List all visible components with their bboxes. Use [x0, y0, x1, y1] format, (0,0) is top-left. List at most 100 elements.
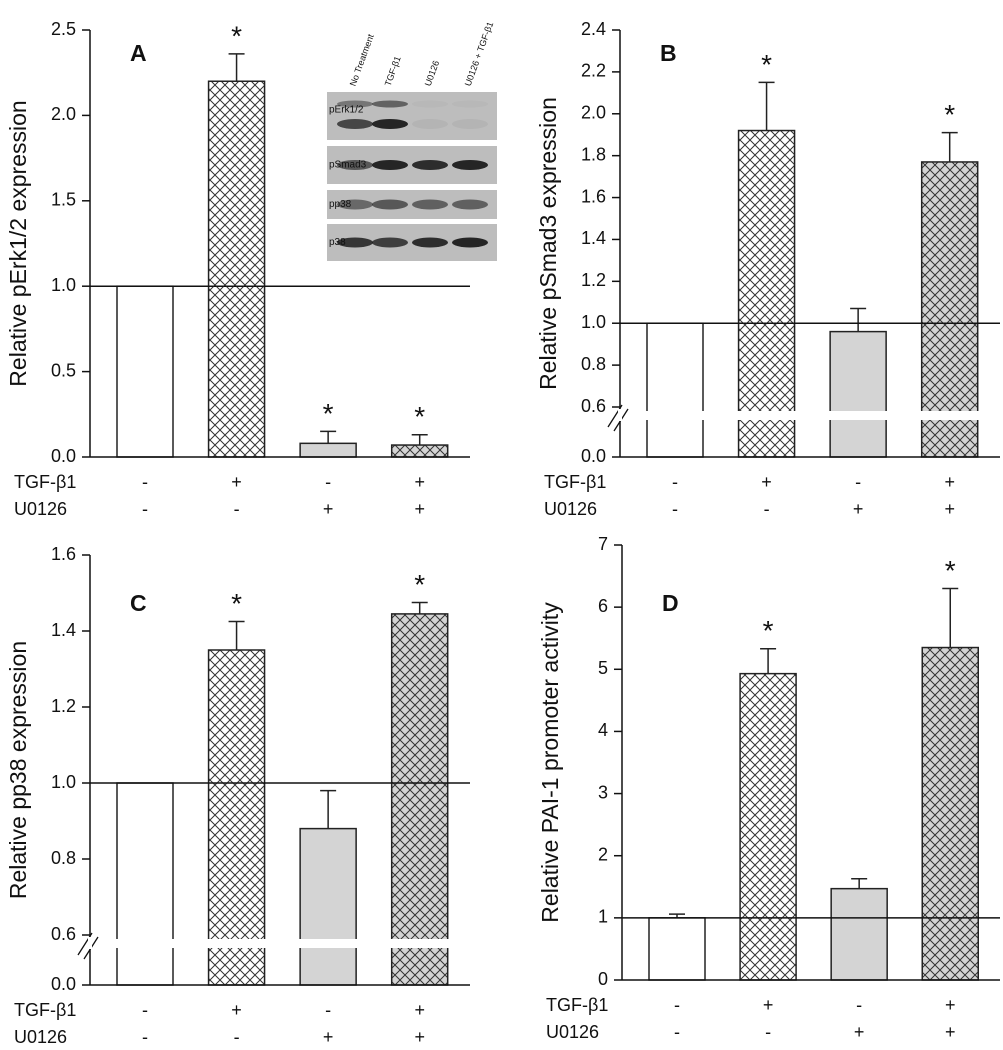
axis-break [88, 937, 92, 949]
condition-value: - [142, 1027, 148, 1047]
condition-value: - [142, 472, 148, 492]
blot-row-label: pSmad3 [329, 160, 367, 171]
y-tick-label: 2.0 [581, 103, 606, 123]
significance-star: * [944, 99, 955, 130]
y-tick-label: 0.6 [51, 924, 76, 944]
y-tick-label: 2.5 [51, 19, 76, 39]
condition-value: + [763, 995, 774, 1015]
y-tick-label: 1.6 [51, 544, 76, 564]
y-tick-label: 6 [598, 596, 608, 616]
y-tick-label: 7 [598, 534, 608, 554]
blot-band [337, 100, 373, 108]
condition-name: U0126 [544, 499, 597, 519]
condition-name: TGF-β1 [544, 472, 606, 492]
y-tick-label: 4 [598, 720, 608, 740]
y-tick-label: 1.6 [581, 186, 606, 206]
significance-star: * [763, 615, 774, 646]
condition-value: - [142, 499, 148, 519]
blot-band [452, 101, 488, 108]
condition-value: + [414, 1027, 425, 1047]
blot-band [372, 100, 408, 108]
y-tick-label: 1.2 [51, 696, 76, 716]
y-axis-label: Relative PAI-1 promoter activity [537, 602, 563, 923]
bar [207, 649, 266, 986]
bar [646, 322, 704, 458]
blot-band [412, 119, 448, 129]
y-tick-label: 0.0 [51, 446, 76, 466]
condition-name: U0126 [546, 1022, 599, 1042]
blot-band [412, 237, 448, 248]
condition-value: - [142, 1000, 148, 1020]
bar [830, 887, 888, 981]
condition-value: + [945, 995, 956, 1015]
axis-break [92, 939, 472, 948]
condition-value: + [231, 472, 242, 492]
y-tick-label: 1.0 [51, 275, 76, 295]
blot-strip [327, 92, 497, 140]
axis-break [618, 409, 622, 421]
y-axis-label: Relative pp38 expression [5, 641, 31, 899]
condition-value: - [764, 499, 770, 519]
blot-column-label: U0126 [423, 59, 441, 87]
condition-value: - [672, 472, 678, 492]
condition-value: + [944, 499, 955, 519]
y-tick-label: 1.4 [581, 228, 606, 248]
bar [920, 161, 979, 458]
significance-star: * [761, 49, 772, 80]
bar [737, 129, 796, 458]
significance-star: * [231, 20, 242, 51]
error-bar [850, 307, 867, 332]
condition-value: + [414, 472, 425, 492]
error-bar [941, 131, 958, 162]
condition-value: + [323, 499, 334, 519]
error-bar [758, 81, 775, 131]
y-tick-label: 0.0 [581, 446, 606, 466]
y-tick-label: 1.0 [581, 312, 606, 332]
bar [207, 80, 266, 458]
condition-value: + [944, 472, 955, 492]
error-bar [851, 877, 868, 889]
y-tick-label: 3 [598, 782, 608, 802]
blot-band [372, 199, 408, 210]
panel: 0.0 0.5 1.0 1.5 2.0 2.5 Relative pErk1/2 expre… [5, 19, 497, 519]
y-tick-label: 0.5 [51, 360, 76, 380]
condition-value: - [674, 995, 680, 1015]
error-bar [320, 430, 337, 444]
significance-star: * [231, 588, 242, 619]
blot-row-label: pp38 [329, 199, 352, 210]
blot-band [372, 237, 408, 248]
condition-value: - [325, 472, 331, 492]
condition-value: + [853, 499, 864, 519]
y-tick-label: 1.0 [51, 772, 76, 792]
panel-label: B [660, 40, 677, 66]
condition-value: + [414, 499, 425, 519]
y-tick-label: 1 [598, 907, 608, 927]
panel: 0.0 0.6 0.8 1.0 1.2 1.4 1.6 1.8 2.0 2.2 2.4 Relativ… [535, 19, 1002, 519]
significance-star: * [414, 401, 425, 432]
blot-band [337, 199, 373, 210]
panel-label: C [130, 590, 147, 616]
error-bar [228, 620, 245, 650]
y-tick-label: 0.8 [51, 848, 76, 868]
condition-name: TGF-β1 [14, 472, 76, 492]
y-tick-label: 1.8 [581, 144, 606, 164]
y-tick-label: 1.5 [51, 190, 76, 210]
condition-value: - [856, 995, 862, 1015]
axis-break [622, 411, 1002, 420]
blot-band [337, 237, 373, 248]
condition-value: + [231, 1000, 242, 1020]
blot-column-label: U0126 + TGF-β1 [463, 20, 496, 87]
condition-value: + [323, 1027, 334, 1047]
bar [390, 444, 449, 458]
condition-value: - [674, 1022, 680, 1042]
y-tick-label: 2 [598, 844, 608, 864]
blot-band [412, 199, 448, 210]
error-bar [411, 434, 428, 446]
blot-band [337, 119, 373, 129]
y-tick-label: 0.8 [581, 354, 606, 374]
blot-band [372, 119, 408, 129]
panel: 0 1 2 3 4 5 6 7 Relative PAI-1 promoter activity… [537, 534, 1000, 1042]
significance-star: * [323, 398, 334, 429]
condition-value: - [234, 1027, 240, 1047]
